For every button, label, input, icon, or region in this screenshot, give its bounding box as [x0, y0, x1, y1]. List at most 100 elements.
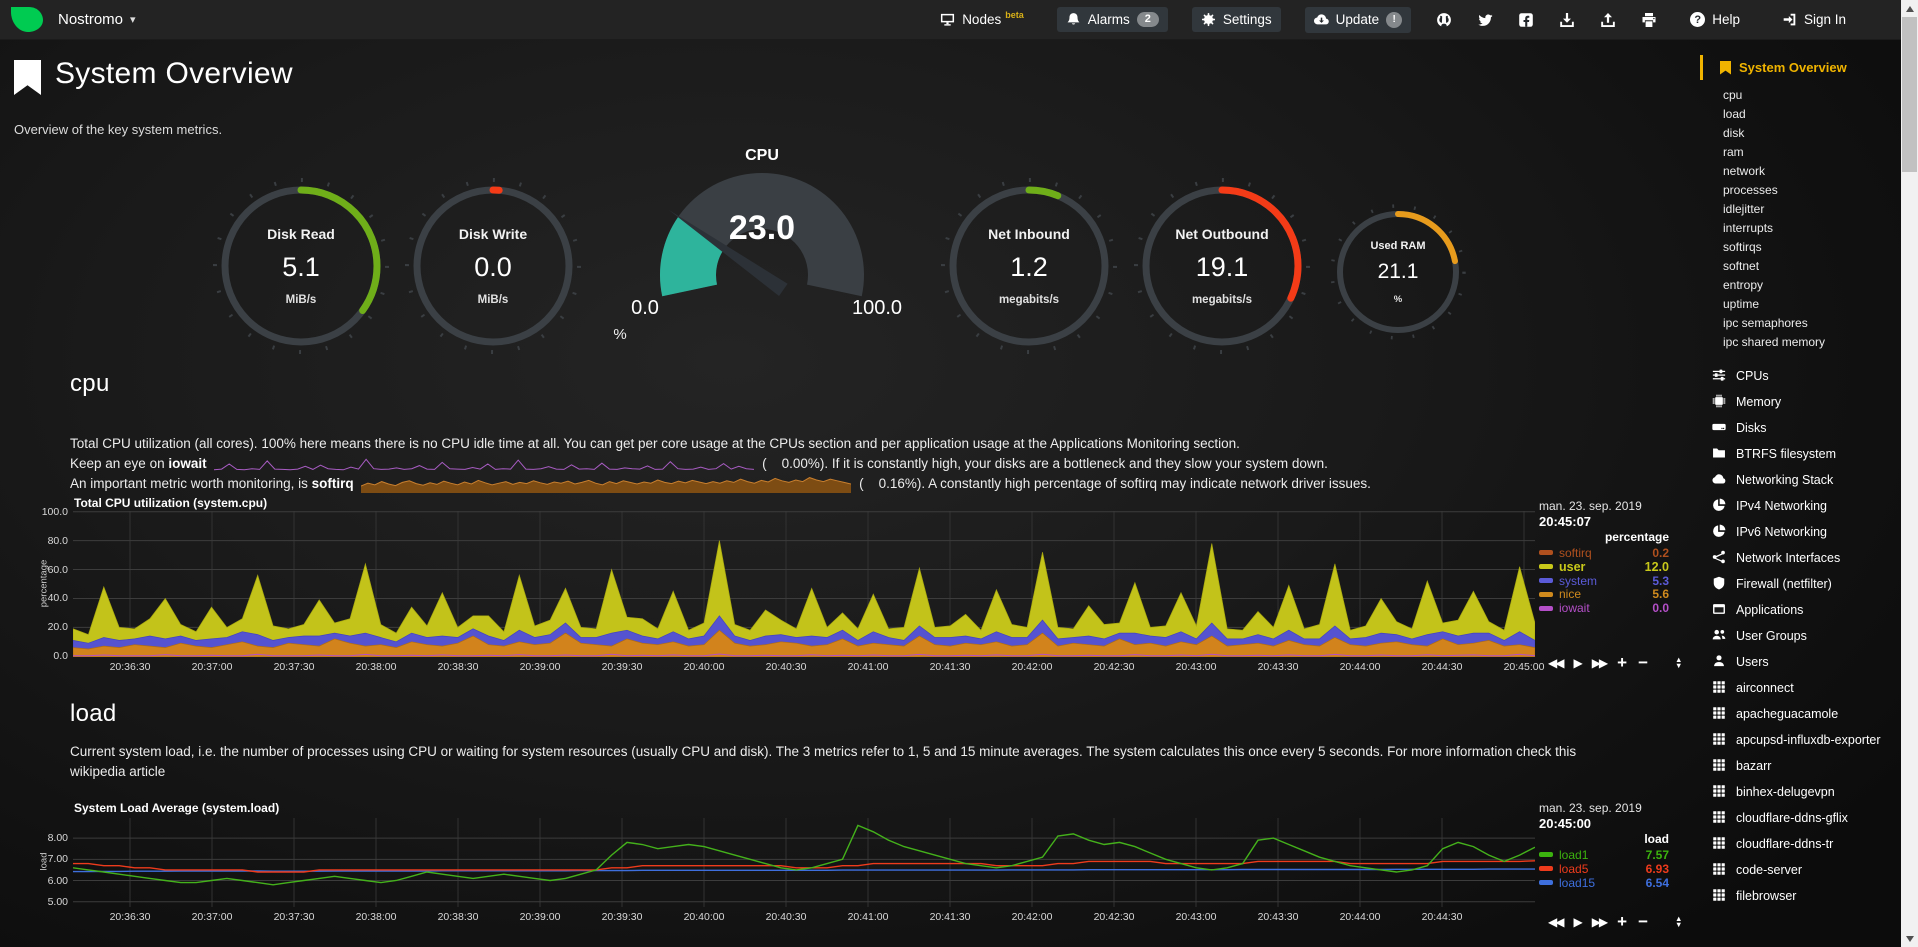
sidebar-sub-item[interactable]: load — [1723, 107, 1746, 121]
zoom-out-button[interactable]: − — [1638, 653, 1649, 672]
sidebar-sub-item[interactable]: uptime — [1723, 297, 1760, 311]
window-scrollbar[interactable] — [1901, 0, 1918, 947]
sidebar-section-item[interactable]: airconnect — [1712, 680, 1890, 697]
sliders-icon — [1712, 368, 1726, 382]
sidebar-section-item[interactable]: Users — [1712, 654, 1890, 671]
sidebar-section-item[interactable]: User Groups — [1712, 628, 1890, 645]
gauge-unit: % — [613, 326, 627, 343]
zoom-out-button[interactable]: − — [1638, 912, 1649, 931]
wikipedia-link[interactable]: wikipedia article — [70, 764, 166, 779]
legend-value: 5.6 — [1652, 587, 1669, 602]
sidebar-sub-item[interactable]: interrupts — [1723, 221, 1774, 235]
sidebar-sub-item[interactable]: ram — [1723, 145, 1744, 159]
sidebar-section-item[interactable]: Network Interfaces — [1712, 550, 1890, 567]
shield-icon — [1712, 576, 1726, 590]
resize-handle[interactable]: ▲ ▼ — [1675, 913, 1683, 929]
twitter-button[interactable] — [1476, 11, 1493, 28]
tick-label: 20:36:30 — [109, 661, 151, 673]
sidebar-section-item[interactable]: CPUs — [1712, 368, 1890, 385]
sidebar-sub-item[interactable]: cpu — [1723, 88, 1743, 102]
scroll-down-arrow-icon[interactable] — [1901, 930, 1918, 947]
disk-write-gauge: Disk Write 0.0 MiB/s — [405, 178, 581, 354]
github-button[interactable] — [1435, 11, 1452, 28]
sidebar-sub-item[interactable]: ipc semaphores — [1723, 316, 1808, 330]
facebook-button[interactable] — [1517, 11, 1534, 28]
tick-label: 20:36:30 — [109, 911, 151, 923]
signin-button[interactable]: Sign In — [1773, 7, 1855, 32]
legend-row[interactable]: nice 5.6 — [1539, 587, 1669, 601]
alarms-button[interactable]: Alarms 2 — [1056, 7, 1168, 32]
print-button[interactable] — [1640, 11, 1657, 28]
cpu-gauge: CPU 23.0 0.0 100.0 % — [600, 145, 924, 350]
sidebar-sub-item[interactable]: disk — [1723, 126, 1745, 140]
cpu-chart-toolbar: ◀◀ ▶ ▶▶ + − ▲ ▼ — [1548, 653, 1683, 672]
sidebar-sub-item[interactable]: ipc shared memory — [1723, 335, 1826, 349]
legend-swatch — [1539, 879, 1553, 885]
resize-handle[interactable]: ▲ ▼ — [1675, 654, 1683, 670]
legend-name: user — [1559, 559, 1586, 574]
sidebar-section-item[interactable]: Applications — [1712, 602, 1890, 619]
sidebar-section-item[interactable]: bazarr — [1712, 758, 1890, 775]
question-icon: ? — [1690, 12, 1706, 27]
zoom-in-button[interactable]: + — [1617, 912, 1628, 931]
legend-row[interactable]: softirq 0.2 — [1539, 546, 1669, 560]
sidebar-section-item[interactable]: BTRFS filesystem — [1712, 446, 1890, 463]
tick-label: 20:43:30 — [1257, 911, 1299, 923]
nodes-button[interactable]: Nodes beta — [931, 7, 1033, 32]
sidebar-section-item[interactable]: apacheguacamole — [1712, 706, 1890, 723]
legend-row[interactable]: iowait 0.0 — [1539, 601, 1669, 615]
scrollbar-thumb[interactable] — [1902, 17, 1917, 172]
settings-button[interactable]: Settings — [1191, 7, 1281, 32]
sidebar-section-item[interactable]: Disks — [1712, 420, 1890, 437]
softirq-sparkline[interactable] — [361, 475, 852, 494]
legend-row[interactable]: load1 7.57 — [1539, 848, 1669, 862]
zoom-in-button[interactable]: + — [1617, 653, 1628, 672]
sidebar-section-item[interactable]: binhex-delugevpn — [1712, 784, 1890, 801]
legend-row[interactable]: user 12.0 — [1539, 560, 1669, 574]
load-legend-time: 20:45:00 — [1539, 816, 1592, 831]
fast-forward-button[interactable]: ▶▶ — [1591, 656, 1609, 670]
sidebar-section-item[interactable]: IPv6 Networking — [1712, 524, 1890, 541]
sidebar-sub-item[interactable]: entropy — [1723, 278, 1764, 292]
legend-row[interactable]: load15 6.54 — [1539, 876, 1669, 890]
export-button[interactable] — [1599, 11, 1616, 28]
sidebar-sub-item[interactable]: processes — [1723, 183, 1778, 197]
rewind-button[interactable]: ◀◀ — [1548, 656, 1565, 670]
play-button[interactable]: ▶ — [1573, 656, 1582, 670]
print-icon — [1641, 12, 1657, 28]
sidebar-sub-item[interactable]: softnet — [1723, 259, 1760, 273]
fast-forward-button[interactable]: ▶▶ — [1591, 915, 1609, 929]
sidebar-section-item[interactable]: cloudflare-ddns-gflix — [1712, 810, 1890, 827]
update-button[interactable]: Update! — [1304, 6, 1412, 33]
disk-read-gauge: Disk Read 5.1 MiB/s — [213, 178, 389, 354]
import-button[interactable] — [1558, 11, 1575, 28]
iowait-sparkline[interactable] — [214, 456, 755, 472]
brand: Nostromo ▾ — [0, 6, 136, 33]
bookmark-icon — [14, 60, 41, 95]
sidebar-section-item[interactable]: filebrowser — [1712, 888, 1890, 905]
sidebar-section-item[interactable]: Networking Stack — [1712, 472, 1890, 489]
sidebar-section-item[interactable]: IPv4 Networking — [1712, 498, 1890, 515]
help-button[interactable]: ? Help — [1681, 7, 1749, 32]
sidebar-section-item[interactable]: apcupsd-influxdb-exporter — [1712, 732, 1890, 749]
cpu-chart-plot[interactable] — [73, 511, 1535, 657]
sidebar-sub-item[interactable]: softirqs — [1723, 240, 1762, 254]
hostname-selector[interactable]: Nostromo ▾ — [58, 11, 136, 28]
sidebar-sub-item[interactable]: network — [1723, 164, 1766, 178]
grid-icon — [1712, 836, 1726, 850]
legend-row[interactable]: load5 6.93 — [1539, 862, 1669, 876]
sidebar-section-item[interactable]: Firewall (netfilter) — [1712, 576, 1890, 593]
sidebar-section-item[interactable]: cloudflare-ddns-tr — [1712, 836, 1890, 853]
tick-label: 20:39:30 — [601, 911, 643, 923]
tick-label: 20:41:00 — [847, 911, 889, 923]
sidebar-section-item[interactable]: Memory — [1712, 394, 1890, 411]
sidebar-section-item[interactable]: code-server — [1712, 862, 1890, 879]
cpu-description-line1: Total CPU utilization (all cores). 100% … — [70, 436, 1240, 451]
scroll-up-arrow-icon[interactable] — [1901, 0, 1918, 17]
rewind-button[interactable]: ◀◀ — [1548, 915, 1565, 929]
load-chart-plot[interactable] — [73, 818, 1535, 907]
sidebar-sub-item[interactable]: idlejitter — [1723, 202, 1765, 216]
legend-row[interactable]: system 5.3 — [1539, 574, 1669, 588]
sidebar-item-system-overview[interactable]: System Overview — [1700, 55, 1898, 80]
play-button[interactable]: ▶ — [1573, 915, 1582, 929]
